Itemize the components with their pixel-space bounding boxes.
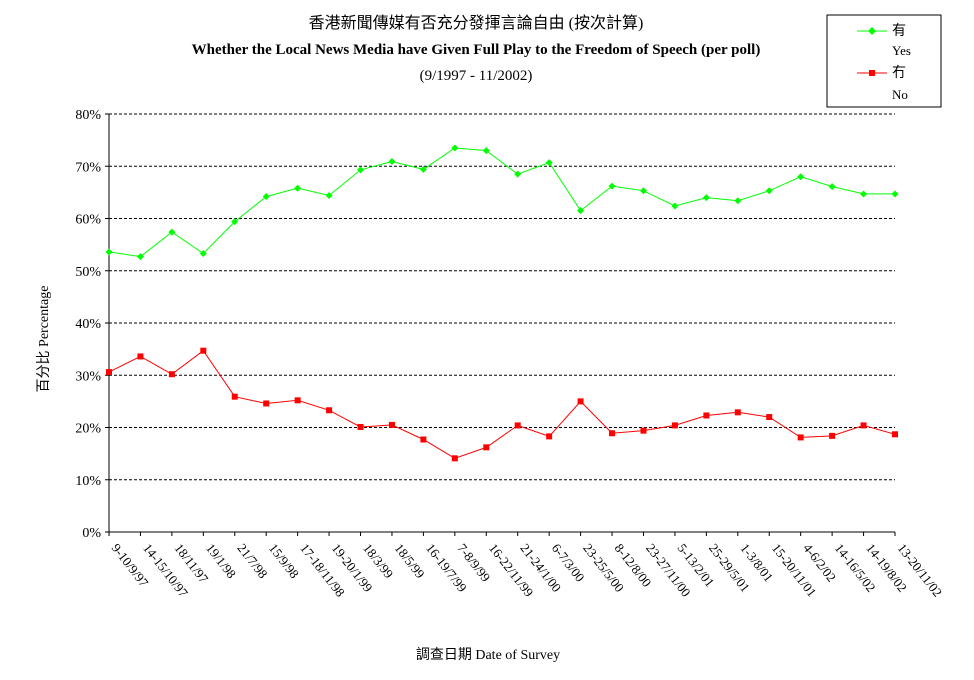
series-yes-point — [608, 182, 616, 190]
x-tick-label: 18/5/99 — [392, 541, 428, 582]
series-yes-point — [419, 165, 427, 173]
series-yes-point — [577, 207, 585, 215]
series-no-point — [514, 422, 521, 429]
series-yes-point — [734, 197, 742, 205]
series-yes-point — [231, 218, 239, 226]
series-yes-point — [325, 192, 333, 200]
legend-box — [826, 14, 942, 108]
series-yes-point — [797, 173, 805, 181]
chart-subtitle: (9/1997 - 11/2002) — [420, 68, 533, 84]
series-no-point — [483, 444, 490, 451]
series-no-point — [703, 412, 710, 419]
y-axis-label: 百分比 Percentage — [36, 286, 52, 393]
y-tick-label: 40% — [75, 317, 101, 332]
series-yes-point — [482, 147, 490, 155]
series-no-point — [797, 434, 804, 441]
y-tick-label: 0% — [82, 526, 101, 541]
series-yes-point — [357, 166, 365, 174]
y-tick-label: 80% — [75, 108, 101, 123]
series-no-point — [734, 409, 741, 416]
series-yes-point — [262, 193, 270, 201]
series-no-point — [766, 414, 773, 421]
series-no-point — [200, 347, 207, 354]
series-yes-point — [105, 248, 113, 256]
series-no-point — [451, 455, 458, 462]
series-no-point — [420, 436, 427, 443]
chart-title-zh: 香港新聞傳媒有否充分發揮言論自由 (按次計算) — [309, 13, 644, 32]
legend-yes-marker — [868, 27, 876, 35]
series-yes-point — [199, 250, 207, 258]
legend-no-marker — [869, 70, 875, 76]
series-no-point — [357, 423, 364, 430]
legend-yes-label-zh: 有 — [892, 23, 906, 39]
y-tick-label: 10% — [75, 474, 101, 489]
series-no-point — [892, 431, 898, 438]
series-no-point — [640, 427, 647, 434]
series-yes-point — [388, 158, 396, 166]
series-no-point — [546, 433, 553, 440]
x-axis-label: 調查日期 Date of Survey — [416, 647, 560, 663]
legend-no-label-zh: 冇 — [892, 65, 906, 81]
series-yes-point — [860, 190, 868, 198]
y-tick-label: 60% — [75, 213, 101, 228]
series-yes-line — [108, 147, 895, 258]
series-no-point — [860, 422, 867, 429]
series-yes-point — [671, 202, 679, 210]
series-no-point — [671, 422, 678, 429]
series-yes-point — [639, 187, 647, 195]
series-no-point — [829, 432, 836, 439]
y-tick-label: 30% — [75, 369, 101, 384]
series-no-point — [106, 369, 112, 376]
series-yes-point — [451, 144, 459, 152]
chart-title-en: Whether the Local News Media have Given … — [192, 42, 761, 58]
x-tick-label: 21/7/98 — [234, 541, 270, 582]
series-yes-point — [136, 253, 144, 261]
series-yes-point — [765, 187, 773, 195]
series-yes-point — [828, 183, 836, 191]
series-yes-point — [514, 170, 522, 178]
series-yes-point — [294, 184, 302, 192]
series-no-point — [388, 421, 395, 428]
series-yes-point — [702, 194, 710, 202]
series-no-point — [609, 430, 616, 437]
y-tick-label: 50% — [75, 265, 101, 280]
legend-no-label-en: No — [892, 87, 908, 102]
legend: 有 Yes 冇 No — [826, 14, 942, 108]
series-yes-point — [891, 190, 899, 198]
series-yes-point — [168, 228, 176, 236]
series-no-point — [231, 393, 238, 400]
series-no-line — [108, 349, 896, 459]
series-no-point — [294, 397, 301, 404]
y-tick-label: 20% — [75, 422, 101, 437]
series-no-point — [137, 353, 144, 360]
series-yes-point — [545, 159, 553, 167]
series-no-point — [263, 400, 270, 407]
series-no-point — [326, 407, 333, 414]
series-no-point — [577, 398, 584, 405]
series-no-point — [168, 371, 175, 378]
legend-yes-label-en: Yes — [892, 43, 911, 58]
y-tick-label: 70% — [75, 160, 101, 175]
x-tick-label: 15/9/98 — [266, 541, 302, 582]
